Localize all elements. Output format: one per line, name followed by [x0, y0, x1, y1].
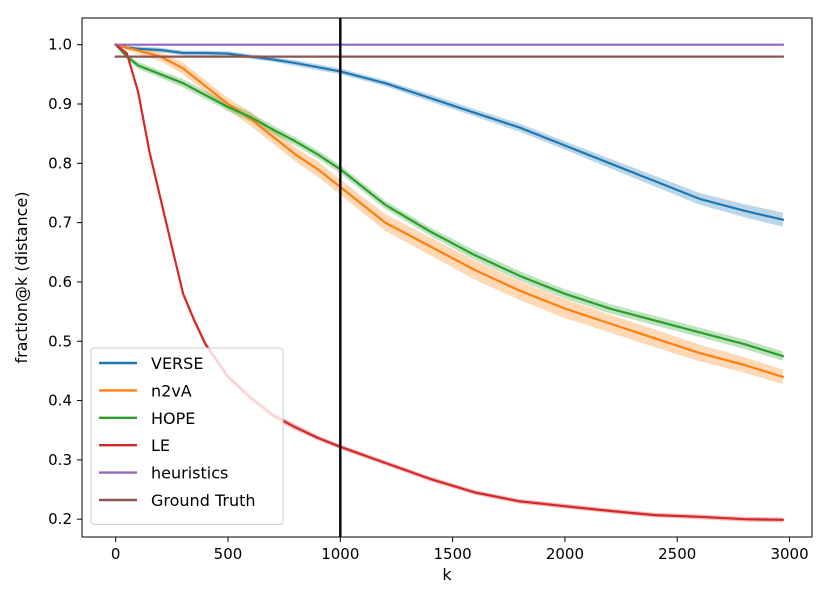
x-tick-label: 0 [111, 545, 121, 563]
legend-label-heuristics: heuristics [151, 464, 228, 483]
y-tick-label: 0.7 [48, 214, 72, 232]
legend-label-le: LE [151, 436, 170, 455]
y-tick-label: 0.8 [48, 154, 72, 172]
legend-label-ground-truth: Ground Truth [151, 491, 256, 510]
series-line-le [114, 43, 784, 521]
legend-label-hope: HOPE [151, 409, 195, 428]
legend-label-verse: VERSE [151, 354, 203, 373]
x-tick-label: 2500 [658, 545, 696, 563]
series-line-verse [114, 43, 785, 222]
x-tick-label: 1500 [434, 545, 472, 563]
y-tick-label: 0.5 [48, 332, 72, 350]
y-tick-label: 0.3 [48, 451, 72, 469]
legend-box [90, 347, 284, 525]
y-axis-label: fraction@k (distance) [12, 191, 31, 363]
series-line-n2va [114, 43, 785, 379]
x-tick-label: 1000 [321, 545, 359, 563]
series-lines [114, 43, 785, 521]
y-tick-label: 0.4 [48, 392, 72, 410]
x-tick-label: 2000 [546, 545, 584, 563]
band-n2va [115, 43, 783, 384]
x-tick-label: 3000 [770, 545, 808, 563]
x-axis-ticks: 0 500 1000 1500 2000 2500 3000 [111, 537, 809, 563]
x-axis-label: k [442, 565, 452, 584]
y-tick-label: 0.6 [48, 273, 72, 291]
plot-frame [81, 17, 813, 538]
y-tick-label: 1.0 [48, 36, 72, 54]
legend: VERSE n2vA HOPE LE heuristics Ground Truth [90, 347, 284, 525]
y-axis-ticks: 0.2 0.3 0.4 0.5 0.6 0.7 0.8 0.9 1.0 [48, 36, 82, 528]
series-line-hope [114, 43, 785, 358]
y-tick-label: 0.2 [48, 510, 72, 528]
confidence-bands [115, 43, 783, 523]
y-tick-label: 0.9 [48, 95, 72, 113]
legend-label-n2va: n2vA [151, 381, 192, 400]
x-tick-label: 500 [214, 545, 243, 563]
band-verse [115, 43, 783, 227]
